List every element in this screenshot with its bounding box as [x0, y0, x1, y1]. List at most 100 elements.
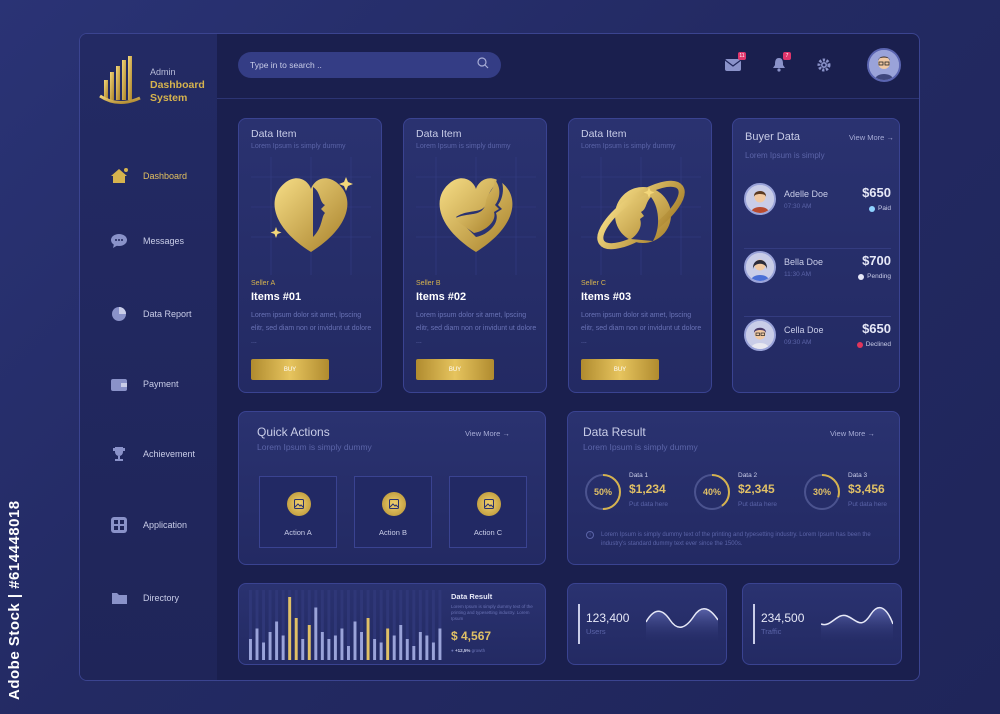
action-b-button[interactable]: Action B	[354, 476, 432, 548]
avatar	[744, 319, 776, 351]
chart-bar-track	[262, 590, 266, 660]
data-result-title: Data Result	[583, 425, 646, 439]
chart-bar-track	[386, 590, 390, 660]
info-icon: i	[586, 531, 594, 539]
item-card-title: Data Item	[581, 128, 627, 140]
grid-icon	[110, 516, 128, 534]
notification-badge: 7	[783, 52, 791, 60]
chart-bar	[333, 635, 337, 660]
quick-actions-view-more-link[interactable]: View More →	[465, 429, 510, 438]
chart-bar-track	[281, 590, 285, 660]
status-label: Paid	[877, 205, 891, 212]
chart-bar-track	[360, 590, 364, 660]
sidebar-item-directory[interactable]: Directory	[110, 586, 210, 610]
chart-value: $ 4,567	[451, 629, 492, 643]
chart-bar	[275, 621, 279, 660]
buy-button[interactable]: BUY	[416, 359, 494, 380]
row-divider	[744, 316, 891, 317]
sidebar-item-label: Messages	[143, 236, 185, 246]
progress-ring: 40%	[692, 472, 732, 512]
chart-bar	[418, 632, 422, 660]
home-icon	[110, 167, 128, 185]
action-a-button[interactable]: Action A	[259, 476, 337, 548]
metric-value: $2,345	[738, 482, 775, 496]
chart-bar	[412, 646, 416, 660]
buyer-name: Cella Doe	[784, 325, 824, 335]
buyer-row[interactable]: Adelle Doe 07:30 AM $650 Paid	[733, 181, 901, 249]
user-avatar[interactable]	[867, 48, 901, 82]
chart-bar-track	[438, 590, 442, 660]
heart-face-illustration	[251, 157, 371, 275]
chart-bar	[340, 628, 344, 660]
buyer-time: 11:30 AM	[784, 271, 811, 278]
action-label: Action B	[379, 528, 407, 537]
metric-placeholder: Put data here	[848, 501, 888, 508]
arrow-right-icon: →	[502, 429, 510, 438]
sidebar-item-messages[interactable]: Messages	[110, 229, 210, 253]
sidebar-item-data-report[interactable]: Data Report	[110, 302, 210, 326]
mail-button[interactable]: 11	[724, 52, 746, 76]
buyer-amount: $650	[862, 321, 891, 336]
action-label: Action A	[284, 528, 312, 537]
wallet-icon	[110, 375, 128, 393]
chart-bar	[366, 618, 370, 660]
chart-bar	[314, 607, 318, 660]
header-divider	[217, 98, 919, 99]
logo-title-line1: Dashboard	[150, 79, 205, 91]
item-card-description: Lorem ipsum dolor sit amet, lpscing elit…	[251, 312, 372, 345]
chart-bar	[379, 642, 383, 660]
data-result-view-more-link[interactable]: View More →	[830, 429, 875, 438]
chat-icon	[110, 232, 128, 250]
buy-button[interactable]: BUY	[581, 359, 659, 380]
settings-button[interactable]	[817, 56, 831, 76]
chart-bar-track	[333, 590, 337, 660]
chart-bar	[386, 628, 390, 660]
growth-label: growth	[471, 648, 486, 653]
sidebar-item-payment[interactable]: Payment	[110, 372, 210, 396]
search-bar[interactable]	[238, 52, 501, 78]
pie-chart-icon	[110, 305, 128, 323]
buyer-row[interactable]: Bella Doe 11:30 AM $700 Pending	[733, 249, 901, 317]
chart-bar	[360, 632, 364, 660]
search-icon[interactable]	[477, 56, 489, 74]
status-badge: Pending	[858, 273, 891, 280]
chart-bar	[405, 639, 409, 660]
item-card-subtitle: Lorem Ipsum is simply dummy	[581, 143, 676, 150]
view-more-label: View More	[849, 133, 885, 142]
action-label: Action C	[473, 528, 503, 537]
gear-icon	[817, 58, 831, 76]
logo[interactable]: Admin Dashboard System	[98, 56, 208, 116]
logo-admin-text: Admin	[150, 67, 176, 77]
progress-percent: 30%	[812, 487, 831, 497]
buyer-row[interactable]: Cella Doe 09:30 AM $650 Declined	[733, 317, 901, 385]
search-input[interactable]	[250, 60, 477, 70]
item-card-description: Lorem ipsum dolor sit amet, lpscing elit…	[581, 312, 702, 345]
sidebar-item-achievement[interactable]: Achievement	[110, 442, 210, 466]
trophy-icon	[110, 445, 128, 463]
status-dot-icon	[858, 273, 865, 280]
chart-bar-track	[255, 590, 259, 660]
view-more-label: View More	[830, 429, 866, 438]
buy-button[interactable]: BUY	[251, 359, 329, 380]
avatar	[744, 251, 776, 283]
buyer-amount: $700	[862, 253, 891, 268]
heart-profile-illustration	[416, 157, 536, 275]
progress-ring: 50%	[583, 472, 623, 512]
chart-bar	[373, 639, 377, 660]
buyer-view-more-link[interactable]: View More →	[849, 133, 894, 142]
notification-button[interactable]: 7	[772, 52, 791, 76]
chart-bar	[262, 642, 266, 660]
stat-value: 123,400	[586, 611, 630, 625]
sidebar-item-application[interactable]: Application	[110, 513, 210, 537]
chart-bar-track	[268, 590, 272, 660]
chart-description: Lorem Ipsum is simply dummy text of the …	[451, 604, 533, 621]
progress-percent: 40%	[702, 487, 721, 497]
chart-bar	[307, 625, 311, 660]
quick-actions-card: Quick Actions Lorem Ipsum is simply dumm…	[238, 411, 546, 565]
sidebar-item-dashboard[interactable]: Dashboard	[110, 164, 210, 188]
growth-value: +12,5%	[454, 648, 471, 653]
growth-indicator: ● +12,5% growth	[451, 648, 485, 653]
status-dot-icon	[868, 205, 875, 212]
action-c-button[interactable]: Action C	[449, 476, 527, 548]
chart-bar	[399, 625, 403, 660]
